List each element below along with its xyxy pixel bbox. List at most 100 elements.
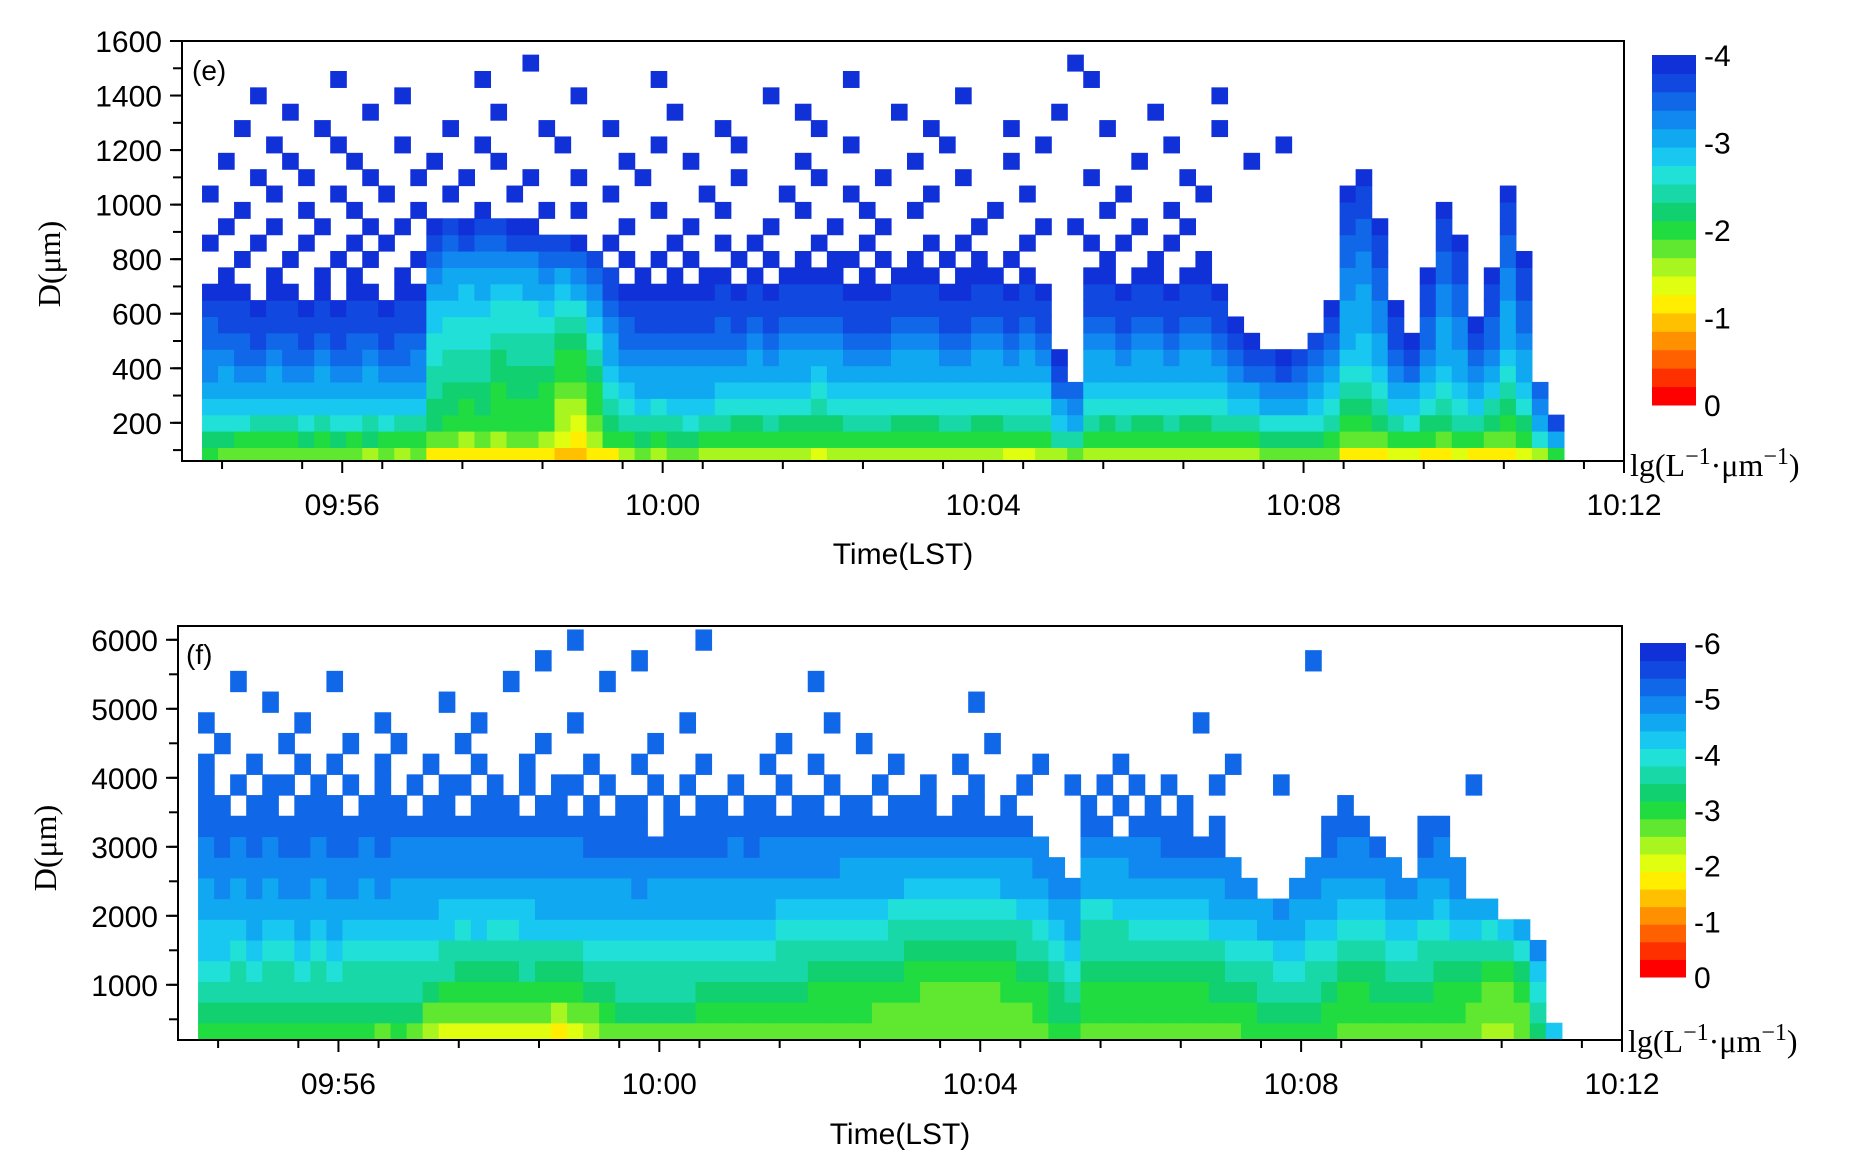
heatmap-cell <box>374 753 392 775</box>
heatmap-cell <box>1147 349 1164 367</box>
y-tick-label: 600 <box>112 299 162 332</box>
heatmap-cell <box>394 87 411 105</box>
colorbar-swatch <box>1652 128 1696 148</box>
heatmap-cell <box>1083 431 1100 448</box>
heatmap-cell <box>1163 201 1180 219</box>
heatmap-cell <box>874 447 892 462</box>
heatmap-cell <box>410 300 427 318</box>
heatmap-cell <box>1048 919 1066 941</box>
heatmap-cell <box>775 774 793 796</box>
heatmap-cell <box>1131 365 1148 383</box>
heatmap-cell <box>842 365 860 383</box>
heatmap-cell <box>1080 960 1098 982</box>
heatmap-cell <box>234 349 251 367</box>
heatmap-cell <box>410 316 427 334</box>
heatmap-cell <box>1016 877 1033 900</box>
heatmap-cell <box>1128 1002 1146 1024</box>
heatmap-cell <box>1355 365 1373 383</box>
heatmap-cell <box>1147 283 1164 301</box>
heatmap-cell <box>1195 332 1213 350</box>
heatmap-cell <box>679 836 697 858</box>
heatmap-cell <box>810 267 828 285</box>
heatmap-cell <box>615 939 632 962</box>
heatmap-cell <box>714 349 732 367</box>
heatmap-cell <box>987 447 1004 462</box>
heatmap-cell <box>778 398 796 416</box>
heatmap-cell <box>1435 414 1453 432</box>
heatmap-cell <box>551 795 568 817</box>
heatmap-cell <box>422 898 440 920</box>
heatmap-cell <box>314 283 331 301</box>
heatmap-cell <box>826 414 844 432</box>
heatmap-cell <box>1449 857 1467 879</box>
heatmap-cell <box>1000 939 1017 962</box>
heatmap-cell <box>454 1022 472 1041</box>
heatmap-cell <box>1115 365 1132 383</box>
heatmap-cell <box>1449 1002 1467 1024</box>
heatmap-cell <box>1131 300 1148 318</box>
heatmap-cell <box>1051 431 1068 448</box>
heatmap-cell <box>1048 939 1066 962</box>
heatmap-cell <box>1019 267 1036 285</box>
heatmap-cell <box>1099 414 1116 432</box>
heatmap-cell <box>518 877 536 900</box>
heatmap-cell <box>695 753 713 775</box>
heatmap-cell <box>390 815 408 838</box>
heatmap-cell <box>1547 447 1565 462</box>
heatmap-cell <box>647 1002 664 1024</box>
heatmap-cell <box>1371 381 1389 399</box>
heatmap-cell <box>522 267 540 285</box>
heatmap-cell <box>874 414 892 432</box>
heatmap-cell <box>1435 398 1453 416</box>
heatmap-cell <box>615 815 632 838</box>
heatmap-cell <box>486 857 504 879</box>
heatmap-cell <box>1144 857 1162 879</box>
heatmap-cell <box>842 71 860 88</box>
heatmap-cell <box>907 152 924 170</box>
heatmap-cell <box>1115 381 1132 399</box>
heatmap-cell <box>971 218 988 236</box>
heatmap-cell <box>358 1002 376 1024</box>
heatmap-cell <box>442 300 459 318</box>
heatmap-cell <box>650 136 668 154</box>
heatmap-cell <box>936 898 953 920</box>
heatmap-cell <box>890 316 908 334</box>
heatmap-cell <box>262 939 279 962</box>
heatmap-cell <box>743 795 761 817</box>
heatmap-cell <box>682 152 700 170</box>
heatmap-cell <box>971 283 988 301</box>
heatmap-cell <box>647 836 664 858</box>
heatmap-cell <box>1131 414 1148 432</box>
heatmap-cell <box>762 447 780 462</box>
heatmap-cell <box>682 349 700 367</box>
heatmap-cell <box>695 898 713 920</box>
heatmap-cell <box>599 857 616 879</box>
heatmap-cell <box>647 939 664 962</box>
heatmap-cell <box>711 1002 729 1024</box>
heatmap-cell <box>1321 857 1338 879</box>
heatmap-cell <box>458 234 475 252</box>
heatmap-cell <box>442 365 459 383</box>
heatmap-cell <box>1211 349 1229 367</box>
heatmap-cell <box>714 201 732 219</box>
heatmap-cell <box>907 349 924 367</box>
heatmap-cell <box>1483 349 1501 367</box>
heatmap-cell <box>358 960 376 982</box>
heatmap-cell <box>567 960 584 982</box>
heatmap-cell <box>1035 218 1052 236</box>
heatmap-cell <box>1211 120 1229 138</box>
heatmap-cell <box>214 919 231 941</box>
heatmap-cell <box>762 365 780 383</box>
heatmap-cell <box>567 1022 584 1041</box>
heatmap-cell <box>807 815 825 838</box>
heatmap-cell <box>663 939 680 962</box>
heatmap-cell <box>775 919 793 941</box>
heatmap-cell <box>650 414 668 432</box>
heatmap-cell <box>394 316 411 334</box>
heatmap-cell <box>1355 283 1373 301</box>
heatmap-cell <box>1499 283 1517 301</box>
heatmap-cell <box>202 365 219 383</box>
heatmap-cell <box>762 332 780 350</box>
heatmap-cell <box>871 836 889 858</box>
heatmap-cell <box>282 414 299 432</box>
